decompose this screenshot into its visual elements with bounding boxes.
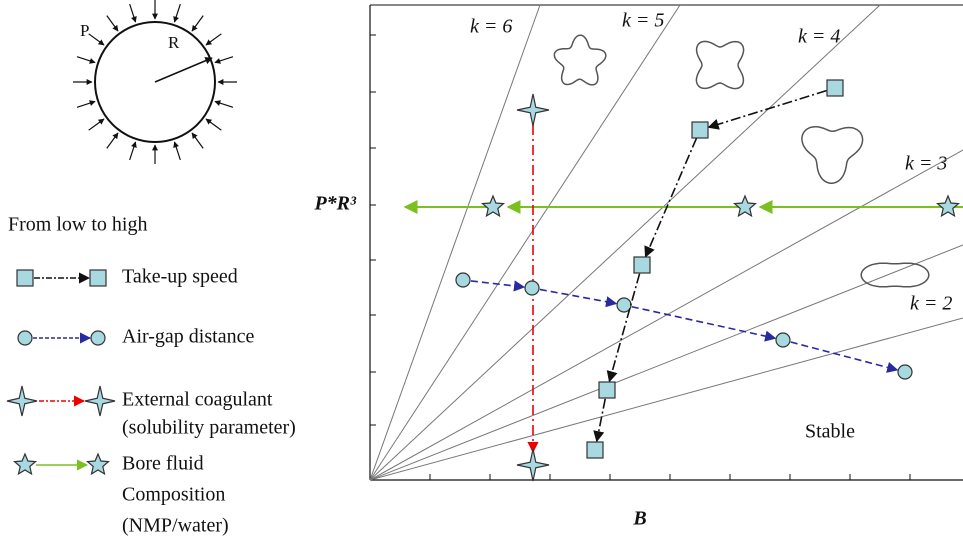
square-marker — [586, 441, 604, 459]
legend-title: From low to high — [8, 214, 147, 236]
mode-boundary — [369, 317, 963, 481]
mode-label: k = 3 — [905, 153, 947, 175]
cross-star-marker — [6, 385, 38, 417]
y-axis-label: P*R³ — [313, 193, 357, 215]
buckling-shape — [695, 40, 745, 90]
legend-label: (NMP/water) — [122, 515, 229, 537]
path-arrow — [593, 398, 607, 443]
star-marker — [86, 452, 110, 476]
pressure-schematic: P R — [73, 0, 237, 164]
legend-icons — [6, 269, 116, 476]
star-marker — [936, 194, 960, 218]
pressure-label: P — [80, 21, 89, 40]
pressure-arrow — [88, 118, 105, 131]
pressure-arrow — [76, 56, 96, 64]
legend-text: Take-up speed Air-gap distance External co… — [122, 266, 296, 537]
pressure-arrow — [76, 100, 96, 108]
legend-label: Take-up speed — [122, 266, 238, 288]
path-arrow — [470, 280, 526, 292]
circle-marker — [90, 330, 106, 346]
square-marker — [826, 79, 844, 97]
cross-star-marker — [516, 93, 550, 127]
cross-star-marker — [84, 385, 116, 417]
mode-label: k = 4 — [798, 26, 840, 48]
pressure-arrow — [88, 33, 105, 46]
mode-label: k = 6 — [470, 16, 512, 38]
circle-marker — [775, 332, 791, 348]
mode-boundary — [369, 4, 881, 481]
pressure-arrow — [214, 100, 234, 108]
cross-star-marker — [516, 448, 550, 482]
legend-label: (solubility parameter) — [122, 417, 296, 439]
square-marker — [633, 256, 651, 274]
buckling-shape — [860, 262, 930, 288]
circle-marker — [455, 272, 471, 288]
mode-label: k = 2 — [910, 293, 952, 315]
square-marker — [598, 381, 616, 399]
square-marker — [16, 269, 34, 287]
circle-marker — [897, 364, 913, 380]
path-arrow — [606, 273, 641, 383]
pressure-arrow — [106, 15, 119, 32]
circle-marker — [524, 280, 540, 296]
pressure-arrow — [173, 3, 181, 23]
star-marker — [13, 452, 37, 476]
pressure-arrow — [191, 132, 204, 149]
legend-label: External coagulant — [122, 389, 273, 411]
legend-label: Composition — [122, 484, 225, 506]
mode-boundary — [369, 244, 963, 481]
path-arrow — [631, 305, 777, 342]
path-arrow — [644, 137, 698, 258]
mode-boundary — [369, 4, 541, 481]
mode-label: k = 5 — [622, 10, 664, 32]
x-axis-label: B — [632, 508, 646, 530]
pressure-arrow — [191, 15, 204, 32]
legend-label: Air-gap distance — [122, 326, 254, 348]
star-marker — [481, 194, 505, 218]
pressure-arrow — [205, 33, 222, 46]
radius-arrow — [154, 57, 213, 83]
tube-circle — [94, 21, 216, 143]
path-arrow — [790, 341, 899, 373]
stable-label: Stable — [805, 421, 855, 443]
radius-label: R — [168, 33, 180, 52]
star-marker — [733, 194, 757, 218]
square-marker — [691, 121, 709, 139]
pressure-arrow — [173, 141, 181, 161]
pressure-arrow — [214, 56, 234, 64]
circle-marker — [17, 330, 33, 346]
legend-label: Bore fluid — [122, 453, 204, 475]
path-arrow — [539, 288, 618, 308]
buckling-shape — [801, 126, 864, 185]
buckling-shape — [553, 34, 607, 86]
pressure-arrow — [129, 3, 137, 23]
pressure-arrow — [205, 118, 222, 131]
pressure-arrow — [106, 132, 119, 149]
square-marker — [89, 269, 107, 287]
pressure-arrow — [129, 141, 137, 161]
plot: P*R³ B k = 6 k = 5 k = 4 k = 3 k = 2 Sta… — [313, 4, 963, 530]
path-arrow — [707, 89, 827, 130]
mode-boundary — [369, 4, 681, 481]
